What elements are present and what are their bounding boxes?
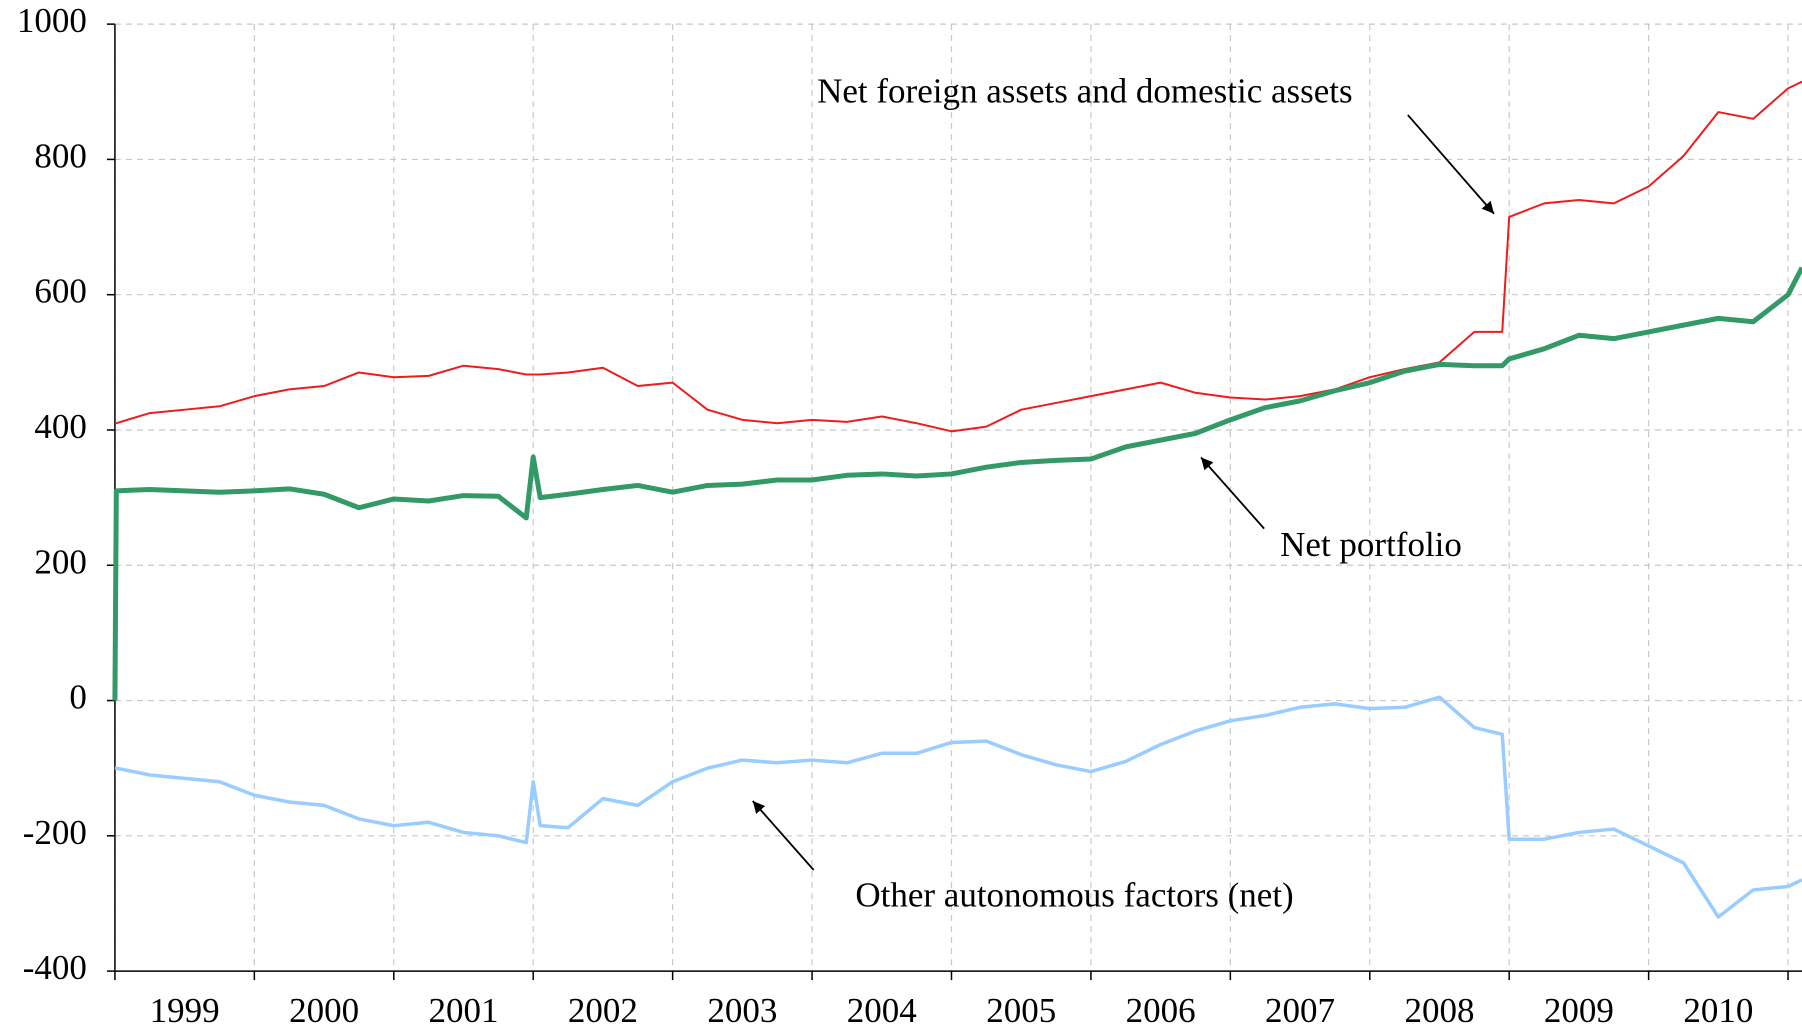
x-tick-label: 2001	[428, 991, 498, 1030]
x-tick-label: 2004	[847, 991, 917, 1030]
y-tick-label: -400	[23, 948, 87, 987]
x-tick-label: 2007	[1265, 991, 1335, 1030]
y-tick-label: 400	[34, 407, 87, 446]
x-tick-label: 2002	[568, 991, 638, 1030]
annotation: Net foreign assets and domestic assets	[817, 71, 1353, 110]
x-tick-label: 2009	[1544, 991, 1614, 1030]
series-line	[114, 695, 1802, 919]
y-tick-label: 200	[34, 542, 87, 581]
series-line	[114, 80, 1802, 433]
x-tick-label: 2010	[1683, 991, 1753, 1030]
annotation-arrow	[1407, 114, 1495, 215]
annotation: Net portfolio	[1280, 525, 1462, 564]
x-tick-label: 2005	[986, 991, 1056, 1030]
x-tick-label: 2008	[1404, 991, 1474, 1030]
y-tick-label: 0	[69, 678, 87, 717]
x-tick-label: 2000	[289, 991, 359, 1030]
y-tick-label: -200	[23, 813, 87, 852]
series-line	[112, 266, 1802, 701]
y-tick-label: 800	[34, 136, 87, 175]
y-tick-label: 600	[34, 272, 87, 311]
annotation: Other autonomous factors (net)	[855, 876, 1293, 915]
y-tick-label: 1000	[17, 1, 87, 40]
x-tick-label: 2003	[707, 991, 777, 1030]
x-tick-label: 1999	[150, 991, 220, 1030]
x-tick-label: 2006	[1126, 991, 1196, 1030]
annotation-arrow	[752, 800, 815, 871]
annotation-arrow	[1200, 456, 1265, 530]
